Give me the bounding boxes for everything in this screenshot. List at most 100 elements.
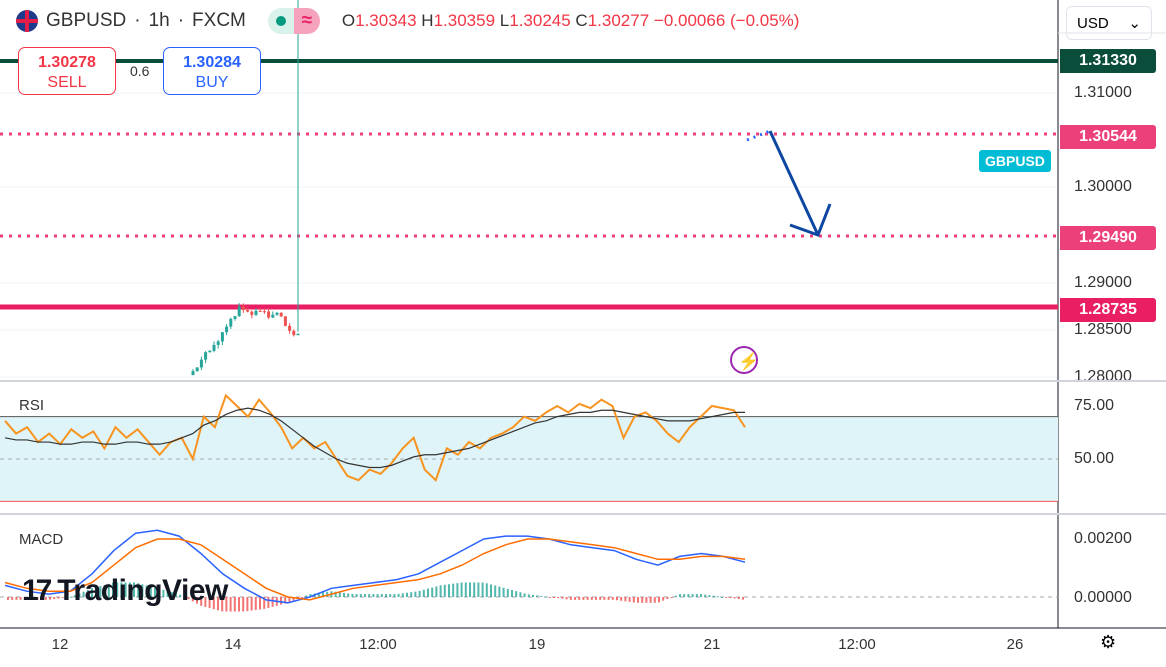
candle [258,310,262,312]
time-tick: 21 [703,636,721,653]
currency-select[interactable]: USD ⌄ [1066,6,1152,40]
macd-histogram-bar [464,582,467,597]
macd-histogram-bar [221,597,224,612]
macd-histogram-bar [599,597,602,600]
macd-tick: 0.00000 [1074,589,1132,606]
macd-histogram-bar [246,597,249,612]
macd-histogram-bar [317,592,320,597]
macd-histogram-bar [288,597,291,603]
macd-histogram-bar [322,592,324,597]
macd-histogram-bar [82,591,85,597]
macd-histogram-bar [716,596,719,598]
macd-histogram-bar [603,597,606,600]
macd-histogram-bar [452,583,455,597]
macd-histogram-bar [460,582,463,597]
time-tick: 12:00 [359,636,397,653]
macd-histogram-bar [238,597,240,612]
macd-histogram-bar [679,594,681,597]
macd-histogram-bar [242,597,245,612]
macd-histogram-bar [443,584,446,597]
macd-histogram-bar [95,587,98,597]
candle [283,316,287,326]
candle [246,310,250,312]
candle [216,341,220,345]
macd-histogram-bar [183,596,186,598]
macd-histogram-bar [254,597,257,610]
buy-button[interactable]: 1.30284 BUY [163,47,261,95]
macd-histogram-bar [418,590,421,597]
macd-histogram-bar [439,585,442,597]
macd-histogram-bar [607,597,610,600]
macd-histogram-bar [691,594,694,597]
macd-histogram-bar [414,591,417,597]
macd-histogram-bar [347,593,350,597]
macd-histogram-bar [502,587,505,597]
macd-histogram-bar [548,597,551,598]
macd-histogram-bar [427,588,429,597]
symbol-name[interactable]: GBPUSD [46,10,127,31]
interval[interactable]: 1h [148,10,170,31]
separator: · [134,10,141,31]
macd-histogram-bar [733,597,736,599]
macd-histogram-bar [540,595,543,597]
macd-histogram-bar [162,589,165,597]
macd-histogram-bar [204,597,207,607]
market-open-dot-icon [267,8,294,34]
candle [254,310,258,315]
candle [212,344,216,351]
candle [195,367,199,372]
macd-histogram-bar [116,582,119,597]
macd-histogram-bar [712,595,715,597]
macd-histogram-bar [305,595,308,597]
candle [288,325,292,331]
macd-histogram-bar [422,589,425,597]
macd-histogram-bar [666,597,669,600]
lightning-icon: ⚡ [738,351,759,372]
macd-histogram-bar [23,597,26,600]
macd-histogram-bar [616,597,618,601]
event-icon [730,346,758,374]
macd-histogram-bar [569,597,572,600]
market-status-pill[interactable]: ≈ [267,8,320,34]
macd-histogram-bar [271,597,274,607]
candle [233,316,237,319]
macd-histogram-bar [65,597,68,598]
macd-histogram-bar [154,587,156,597]
macd-histogram-bar [649,597,652,603]
macd-histogram-bar [36,597,39,600]
macd-histogram-bar [473,582,476,597]
macd-histogram-bar [595,597,597,600]
rsi-ma-line [4,407,745,469]
macd-histogram-bar [32,597,35,600]
separator: · [177,10,185,31]
candle [191,371,195,375]
macd-histogram-bar [292,597,295,601]
settings-icon[interactable]: ⚙ [1100,632,1117,652]
rsi-line [4,393,746,483]
ohlc-readout: O1.30343 H1.30359 L1.30245 C1.30277 −0.0… [341,11,800,30]
macd-histogram-bar [578,597,581,600]
macd-histogram-bar [179,594,182,597]
macd-label: MACD [19,531,64,548]
macd-histogram-bar [120,582,123,597]
macd-histogram-bar [729,597,732,598]
macd-histogram-bar [107,583,110,597]
macd-histogram-bar [225,597,228,612]
macd-histogram-bar [19,597,22,600]
macd-histogram-bar [490,584,492,597]
macd-histogram-bar [364,594,366,597]
macd-histogram-bar [208,597,211,609]
macd-histogram-bar [99,586,102,597]
macd-histogram-bar [86,590,89,597]
macd-histogram-bar [196,597,198,604]
candle [250,311,254,315]
macd-histogram-bar [145,585,148,597]
macd-histogram-bar [217,597,219,611]
rsi-tick: 75.00 [1074,397,1115,414]
sell-button[interactable]: 1.30278 SELL [18,47,116,95]
macd-histogram-bar [338,592,341,597]
delayed-data-icon: ≈ [293,8,320,34]
macd-histogram-bar [112,582,114,597]
macd-histogram-bar [389,594,392,597]
